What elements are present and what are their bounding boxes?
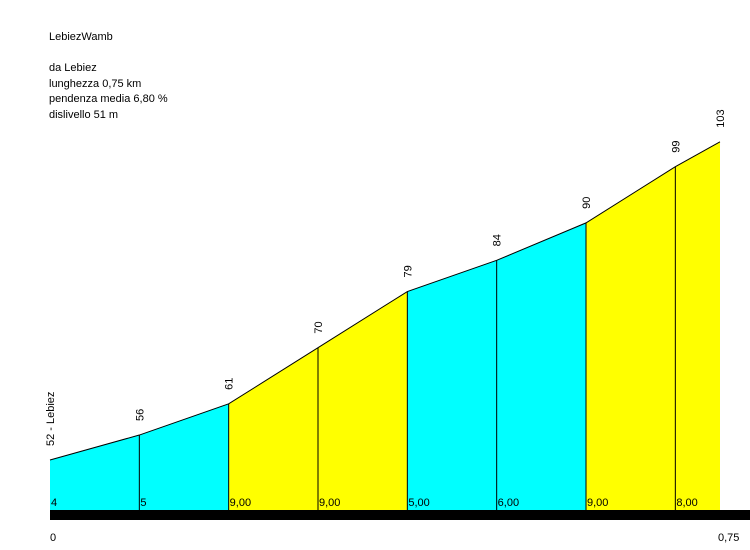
x-tick-end: 0,75 — [718, 532, 739, 544]
gradient-label: 5,00 — [408, 497, 429, 509]
elevation-label: 103 — [715, 109, 727, 127]
gradient-label: 5 — [140, 497, 146, 509]
elevation-label: 79 — [402, 265, 414, 277]
route-start: da Lebiez — [49, 62, 97, 74]
gradient-label: 4 — [51, 497, 57, 509]
profile-segment — [407, 260, 497, 510]
profile-segment — [139, 403, 229, 510]
elevation-label: 61 — [224, 378, 236, 390]
profile-segment — [228, 347, 318, 510]
x-tick-start: 0 — [50, 532, 56, 544]
gradient-label: 9,00 — [230, 497, 251, 509]
gradient-label: 6,00 — [498, 497, 519, 509]
route-elevation-gain: dislivello 51 m — [49, 108, 119, 121]
profile-segment — [50, 435, 140, 510]
route-title: LebiezWamb — [49, 31, 113, 43]
profile-segment — [586, 166, 676, 510]
gradient-label: 9,00 — [587, 497, 608, 509]
gradient-labels-layer: 4 5 9,00 9,00 5,00 6,00 9,00 8,00 — [51, 497, 698, 509]
elevation-label: 56 — [134, 409, 146, 421]
info-block: LebiezWamb da Lebiez lunghezza 0,75 km p… — [49, 30, 168, 123]
elevation-label: 70 — [313, 321, 325, 333]
profile-segment — [496, 222, 586, 510]
elevation-label: 84 — [492, 234, 504, 246]
dividers-layer — [49, 141, 721, 510]
route-avg-gradient: pendenza media 6,80 % — [49, 93, 168, 105]
elevation-label: 90 — [581, 197, 593, 209]
gradient-label: 9,00 — [319, 497, 340, 509]
elevation-label: 99 — [670, 140, 682, 152]
segments-layer — [50, 141, 720, 510]
elevation-labels-layer: 52 - Lebiez 56 61 70 79 84 90 99 103 — [45, 109, 727, 446]
base-bar — [50, 510, 750, 520]
route-length: lunghezza 0,75 km — [49, 77, 142, 90]
profile-segment — [318, 291, 408, 510]
gradient-label: 8,00 — [676, 497, 697, 509]
profile-segment — [675, 141, 720, 510]
start-label: 52 - Lebiez — [45, 392, 57, 446]
